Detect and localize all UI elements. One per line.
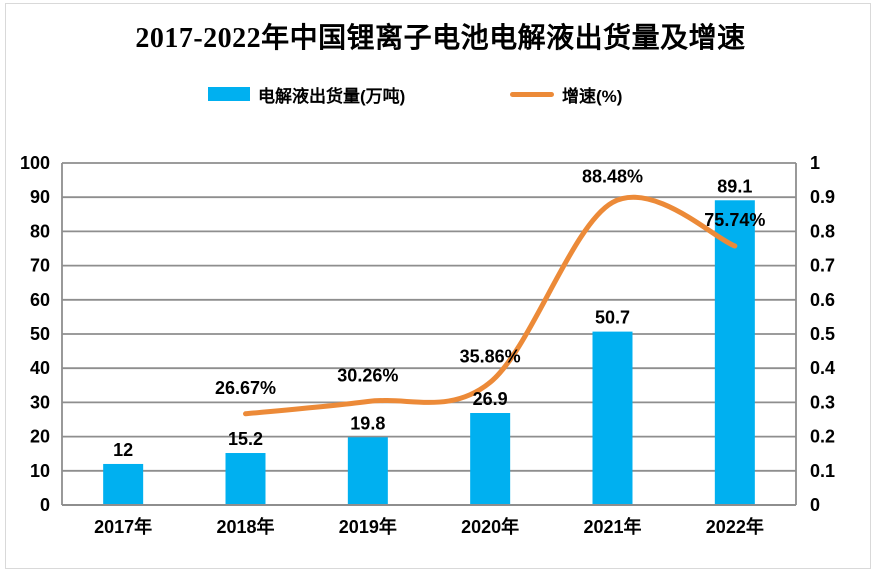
line-value-label: 30.26% bbox=[337, 366, 398, 386]
bar bbox=[592, 331, 633, 505]
right-axis-tick: 0.1 bbox=[810, 461, 835, 481]
right-axis-tick: 0 bbox=[810, 495, 820, 515]
bar-series bbox=[103, 200, 755, 505]
right-axis-tick: 0.8 bbox=[810, 221, 835, 241]
category-label: 2022年 bbox=[706, 516, 764, 537]
left-axis-tick: 100 bbox=[20, 153, 50, 173]
line-value-label: 88.48% bbox=[582, 166, 643, 186]
legend-label-shipments: 电解液出货量(万吨) bbox=[258, 86, 406, 106]
bar-value-label: 26.9 bbox=[473, 389, 508, 409]
left-axis-tick: 80 bbox=[30, 221, 50, 241]
line-value-label: 75.74% bbox=[704, 210, 765, 230]
right-axis-tick: 0.6 bbox=[810, 290, 835, 310]
line-value-label: 35.86% bbox=[460, 346, 521, 366]
bar-value-label: 15.2 bbox=[228, 429, 263, 449]
left-axis-tick: 30 bbox=[30, 392, 50, 412]
right-axis-tick: 0.9 bbox=[810, 187, 835, 207]
right-axis-tick: 0.3 bbox=[810, 392, 835, 412]
left-axis-tick: 20 bbox=[30, 427, 50, 447]
category-label: 2017年 bbox=[94, 516, 152, 537]
bar bbox=[103, 463, 144, 505]
category-label: 2021年 bbox=[583, 516, 641, 537]
left-axis-tick: 0 bbox=[40, 495, 50, 515]
category-label: 2019年 bbox=[339, 516, 397, 537]
bar-value-label: 50.7 bbox=[595, 308, 630, 328]
category-label: 2020年 bbox=[461, 516, 519, 537]
legend-item-shipments: 电解液出货量(万吨) bbox=[208, 84, 406, 106]
bar bbox=[470, 413, 511, 505]
right-axis-tick: 0.2 bbox=[810, 427, 835, 447]
chart-title: 2017-2022年中国锂离子电池电解液出货量及增速 bbox=[135, 23, 746, 54]
left-axis-tick: 90 bbox=[30, 187, 50, 207]
growth-line bbox=[243, 194, 738, 417]
line-swatch-icon bbox=[510, 91, 554, 97]
axis-tick-labels: 0 0 10 0.1 20 0.2 30 0.3 40 0.4 50 0.5 60 0.6 70 0.7 80 0… bbox=[20, 153, 835, 515]
bar-value-label: 89.1 bbox=[717, 176, 752, 196]
bar-value-label: 12 bbox=[113, 440, 133, 460]
right-axis-tick: 0.7 bbox=[810, 256, 835, 276]
right-axis-tick: 0.5 bbox=[810, 324, 835, 344]
line-value-label: 26.67% bbox=[215, 378, 276, 398]
bar bbox=[714, 200, 755, 505]
category-label: 2018年 bbox=[216, 516, 274, 537]
left-axis-tick: 40 bbox=[30, 358, 50, 378]
bar-data-labels: 12 15.2 19.8 26.9 50.7 89.1 bbox=[113, 176, 752, 460]
bar-value-label: 19.8 bbox=[350, 413, 385, 433]
left-axis-tick: 70 bbox=[30, 256, 50, 276]
right-axis-tick: 0.4 bbox=[810, 358, 835, 378]
category-labels: 2017年 2018年 2019年 2020年 2021年 2022年 bbox=[94, 516, 764, 537]
bar bbox=[225, 453, 266, 505]
legend-item-growth: 增速(%) bbox=[510, 84, 623, 106]
left-axis-tick: 60 bbox=[30, 290, 50, 310]
right-axis-tick: 1 bbox=[810, 153, 820, 173]
left-axis-tick: 10 bbox=[30, 461, 50, 481]
bar bbox=[347, 437, 388, 505]
legend-label-growth: 增速(%) bbox=[562, 86, 623, 106]
line-data-labels: 26.67% 30.26% 35.86% 88.48% 75.74% bbox=[215, 166, 765, 397]
legend: 电解液出货量(万吨) 增速(%) bbox=[0, 84, 881, 106]
bar-swatch-icon bbox=[208, 87, 250, 101]
left-axis-tick: 50 bbox=[30, 324, 50, 344]
